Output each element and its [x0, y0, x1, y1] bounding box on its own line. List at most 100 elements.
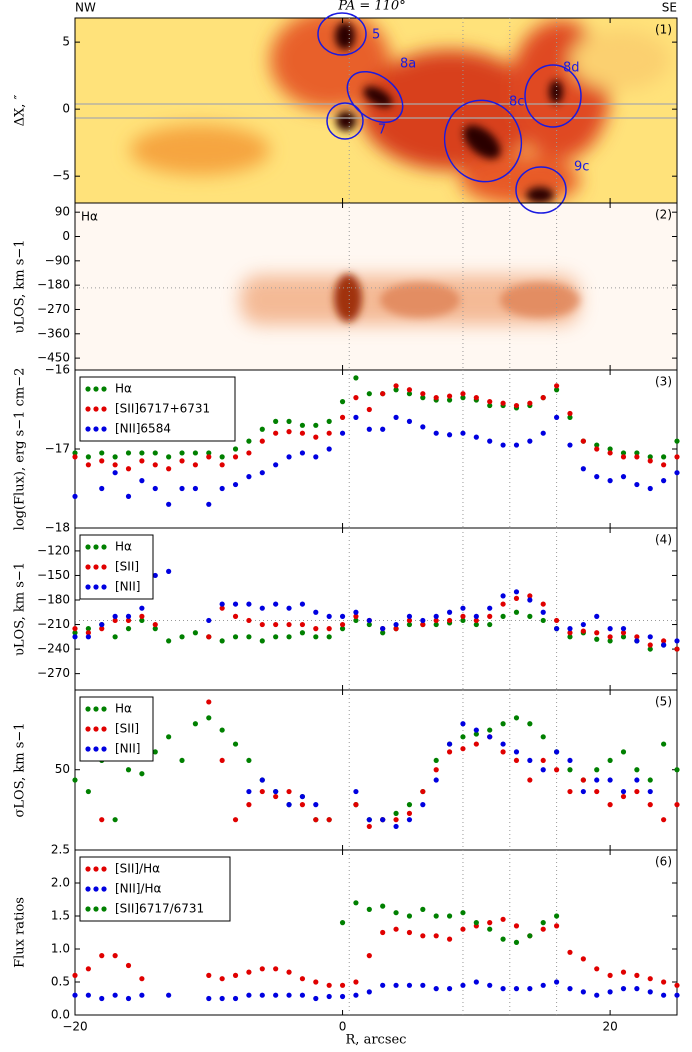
data-point [500, 442, 506, 448]
data-point [72, 777, 78, 783]
data-point [273, 966, 279, 972]
data-point [527, 777, 533, 783]
data-point [580, 956, 586, 962]
data-point [647, 634, 653, 640]
data-point [661, 638, 667, 644]
data-point [246, 601, 252, 607]
data-point [112, 634, 118, 640]
y-tick-label: 1.5 [51, 909, 70, 923]
data-point [273, 793, 279, 800]
legend-marker [85, 584, 91, 590]
data-point [166, 992, 172, 998]
data-point [554, 923, 560, 929]
data-point [206, 995, 212, 1002]
data-point [353, 979, 359, 985]
data-point [259, 638, 265, 644]
legend-marker [93, 406, 99, 412]
y-tick-label: 2.0 [51, 876, 70, 890]
data-point [406, 913, 413, 919]
data-point [125, 962, 132, 969]
data-point [473, 617, 479, 624]
data-point [246, 802, 252, 808]
data-point [661, 478, 667, 484]
data-point [353, 609, 359, 615]
panel-note: Hα [81, 210, 98, 224]
data-point [152, 572, 158, 579]
data-point [674, 638, 680, 644]
spectrum-image [75, 203, 677, 370]
data-point [99, 485, 105, 492]
data-point [527, 757, 533, 764]
data-point [299, 601, 306, 607]
data-point [286, 605, 292, 611]
data-point [634, 638, 640, 644]
data-point [99, 458, 105, 464]
data-point [420, 802, 426, 808]
data-point [139, 617, 145, 624]
data-point [513, 986, 520, 992]
data-point [540, 609, 546, 615]
data-point [500, 741, 506, 747]
data-point [72, 634, 78, 640]
data-point [554, 617, 560, 624]
data-point [339, 993, 346, 1000]
data-point [259, 788, 265, 795]
panel-number: (1) [655, 23, 672, 37]
data-point [72, 972, 78, 979]
y-tick-label: −270 [37, 666, 70, 680]
y-tick-label: 0.0 [51, 1008, 70, 1022]
data-point [487, 605, 493, 611]
legend-label: [NII]/Hα [115, 882, 161, 896]
legend-marker [85, 706, 91, 712]
legend-marker [101, 564, 107, 570]
data-point [99, 817, 105, 823]
data-point [580, 466, 586, 472]
data-point [500, 721, 506, 727]
data-point [460, 391, 466, 397]
data-point [219, 638, 225, 644]
y-axis-label: σLOS, km s−1 [13, 722, 28, 817]
y-tick-label: −210 [37, 617, 70, 631]
data-point [634, 454, 640, 460]
data-point [487, 734, 493, 740]
legend-marker [93, 906, 99, 912]
legend-marker [85, 426, 91, 432]
data-point [85, 788, 91, 795]
y-tick-label: 2.5 [51, 843, 70, 857]
y-tick-label: 5 [62, 35, 70, 49]
data-point [513, 589, 520, 595]
data-point [273, 430, 279, 436]
data-point [366, 406, 372, 413]
data-point [219, 485, 225, 492]
data-point [473, 613, 479, 619]
data-point [460, 982, 466, 988]
x-tick-label: 0 [339, 1020, 347, 1034]
data-point [326, 446, 332, 452]
data-point [420, 424, 426, 430]
data-point [353, 395, 359, 401]
data-point [433, 430, 439, 436]
data-point [125, 617, 132, 624]
data-point [634, 450, 640, 456]
data-point [620, 986, 627, 992]
legend-marker [101, 544, 107, 550]
data-point [540, 926, 546, 932]
data-point [500, 593, 506, 599]
data-point [206, 699, 212, 705]
data-point [85, 992, 91, 998]
data-point [246, 757, 252, 764]
data-point [166, 466, 172, 472]
panel-number: (2) [655, 208, 672, 222]
figure-title: PA = 110° [337, 0, 405, 14]
data-point [473, 731, 479, 737]
data-point [232, 613, 239, 619]
panel-frame [74, 689, 678, 851]
data-point [446, 986, 453, 992]
data-point [380, 630, 386, 636]
legend-marker [101, 426, 107, 432]
data-point [420, 391, 426, 397]
data-point [647, 454, 653, 460]
data-point [473, 979, 479, 985]
data-point [567, 630, 573, 636]
data-point [366, 426, 372, 432]
